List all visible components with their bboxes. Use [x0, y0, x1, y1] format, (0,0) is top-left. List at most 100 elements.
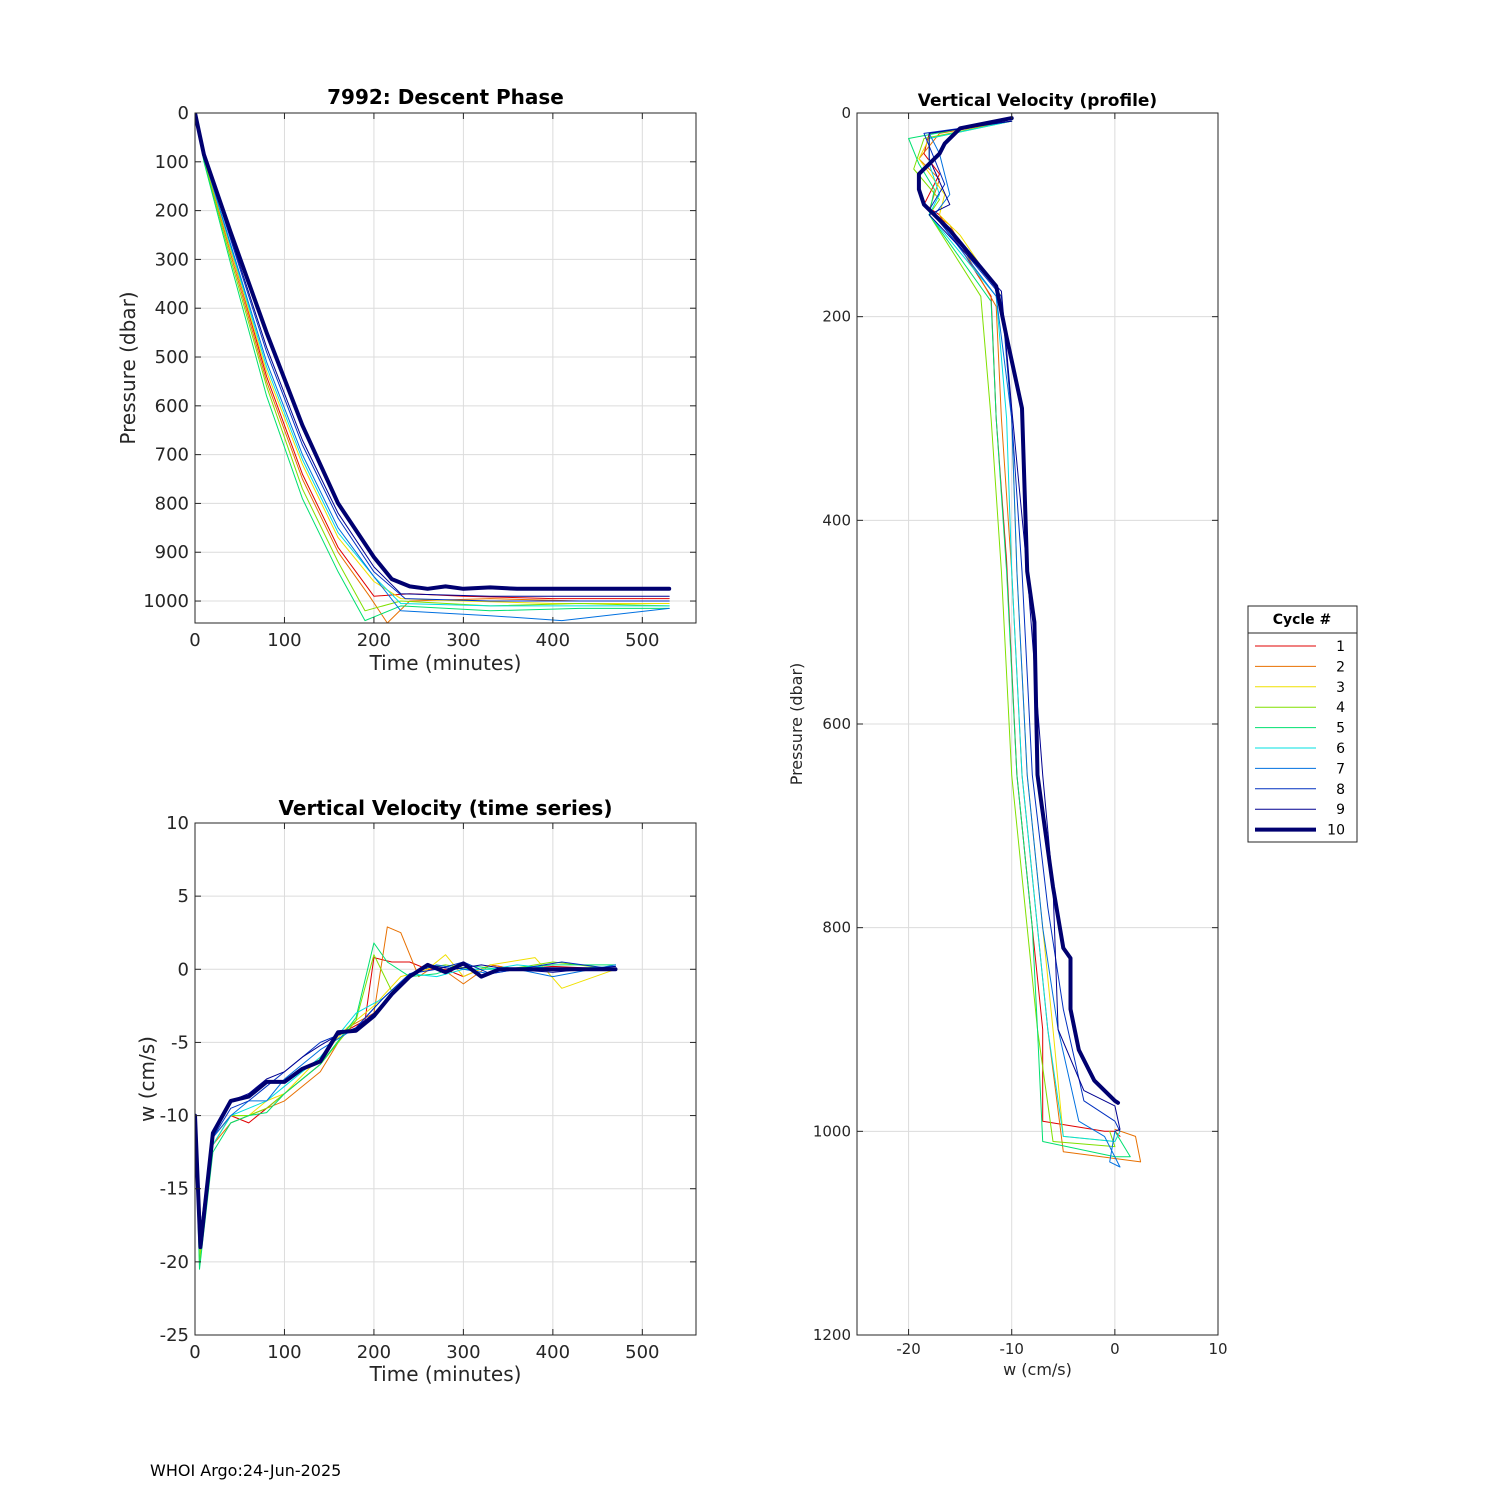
timeseries-ytick-0: 10 — [166, 813, 696, 834]
descent-ytick-3: 300 — [155, 249, 696, 270]
timeseries-ytick-2: 0 — [178, 959, 696, 980]
descent-ytick-label-4: 400 — [155, 298, 189, 319]
descent-phase-chart: 0 100 200 300 400 500 0 100 200 300 400 500 600 700 80… — [116, 85, 697, 675]
descent-ytick-label-1: 100 — [155, 152, 189, 173]
descent-ytick-10: 1000 — [143, 591, 696, 612]
profile-ytick-label-3: 600 — [822, 715, 851, 733]
legend-label-2: 2 — [1336, 659, 1345, 675]
descent-xtick-1: 100 — [267, 113, 302, 651]
descent-ytick-8: 800 — [155, 493, 696, 514]
legend-entry-8: 8 — [1255, 782, 1345, 798]
timeseries-ytick-5: -15 — [160, 1179, 696, 1200]
profile-xlabel: w (cm/s) — [1003, 1360, 1072, 1379]
profile-series-cycle-7 — [928, 120, 1121, 1168]
profile-ytick-2: 400 — [822, 511, 1218, 529]
descent-xtick-2: 200 — [357, 113, 391, 651]
descent-ytick-2: 200 — [155, 201, 696, 222]
legend-title: Cycle # — [1273, 612, 1332, 628]
profile-xtick-0: -20 — [896, 113, 921, 1358]
cycle-legend: Cycle # 1 2 3 4 5 6 7 8 9 10 — [1247, 605, 1358, 843]
descent-ytick-1: 100 — [155, 152, 696, 173]
descent-ytick-7: 700 — [155, 445, 696, 466]
timeseries-xtick-label-2: 200 — [357, 1342, 391, 1363]
timeseries-ytick-label-3: -5 — [171, 1032, 189, 1053]
timeseries-series-lines — [195, 926, 618, 1270]
legend-label-10: 10 — [1327, 823, 1345, 839]
timeseries-ytick-3: -5 — [171, 1032, 696, 1053]
timeseries-xtick-2: 200 — [357, 823, 391, 1363]
profile-xtick-label-2: 0 — [1110, 1340, 1120, 1358]
timeseries-xtick-label-4: 400 — [536, 1342, 570, 1363]
legend-entry-7: 7 — [1255, 761, 1345, 777]
descent-series-lines — [195, 113, 672, 623]
descent-series-cycle-4 — [195, 113, 670, 612]
profile-ytick-3: 600 — [822, 715, 1218, 733]
timeseries-xtick-label-0: 0 — [189, 1342, 200, 1363]
legend-label-6: 6 — [1336, 741, 1345, 757]
descent-grid — [194, 112, 696, 623]
timeseries-xtick-0: 0 — [189, 823, 201, 1363]
descent-ytick-label-7: 700 — [155, 445, 189, 466]
profile-ytick-label-2: 400 — [822, 511, 851, 529]
timeseries-xtick-5: 500 — [625, 823, 660, 1363]
descent-ytick-label-5: 500 — [155, 347, 189, 368]
legend-entry-4: 4 — [1255, 700, 1345, 716]
timeseries-ytick-7: -25 — [160, 1325, 696, 1346]
descent-ytick-4: 400 — [155, 298, 696, 319]
legend-label-5: 5 — [1336, 721, 1345, 737]
profile-xtick-label-1: -10 — [999, 1340, 1024, 1358]
descent-xtick-label-0: 0 — [189, 630, 200, 651]
legend-label-1: 1 — [1336, 639, 1345, 655]
descent-xtick-3: 300 — [446, 113, 481, 651]
descent-ytick-5: 500 — [155, 347, 696, 368]
legend-label-4: 4 — [1336, 700, 1345, 716]
descent-axes-frame — [194, 112, 697, 624]
profile-xtick-3: 10 — [1208, 113, 1228, 1358]
legend-box — [1247, 605, 1358, 843]
legend-label-3: 3 — [1336, 680, 1345, 696]
legend-entries: 1 2 3 4 5 6 7 8 9 10 — [1255, 639, 1345, 839]
descent-series-cycle-10 — [195, 113, 672, 591]
descent-ytick-label-9: 900 — [155, 542, 189, 563]
timeseries-ytick-6: -20 — [160, 1252, 696, 1273]
legend-entry-5: 5 — [1255, 721, 1345, 737]
descent-ytick-6: 600 — [155, 396, 696, 417]
timeseries-ytick-label-1: 5 — [178, 886, 189, 907]
profile-ytick-label-5: 1000 — [813, 1122, 851, 1140]
profile-ylabel: Pressure (dbar) — [787, 663, 806, 786]
timeseries-xtick-3: 300 — [446, 823, 481, 1363]
descent-ticks: 0 100 200 300 400 500 0 100 200 300 400 500 600 700 80… — [143, 103, 696, 651]
legend-entry-2: 2 — [1255, 659, 1345, 675]
descent-ylabel: Pressure (dbar) — [116, 291, 140, 444]
profile-ytick-6: 1200 — [813, 1326, 1218, 1344]
timeseries-axes-frame — [194, 822, 697, 1336]
timeseries-ticks: 0 100 200 300 400 500 10 5 0 -5 -10 -15 -20 -25 — [160, 813, 696, 1363]
legend-entry-3: 3 — [1255, 680, 1345, 696]
profile-ytick-label-6: 1200 — [813, 1326, 851, 1344]
profile-xtick-1: -10 — [999, 113, 1024, 1358]
timeseries-ytick-4: -10 — [160, 1106, 696, 1127]
descent-ytick-label-3: 300 — [155, 249, 189, 270]
profile-series-cycle-6 — [928, 120, 1121, 1142]
timeseries-series-cycle-10 — [195, 961, 618, 1250]
timeseries-xlabel: Time (minutes) — [369, 1362, 522, 1386]
legend-entry-1: 1 — [1255, 639, 1345, 655]
profile-ytick-4: 800 — [822, 919, 1218, 937]
legend-label-7: 7 — [1336, 761, 1345, 777]
timeseries-xtick-label-3: 300 — [446, 1342, 480, 1363]
timeseries-ylabel: w (cm/s) — [135, 1036, 159, 1122]
timeseries-xtick-4: 400 — [536, 823, 570, 1363]
descent-xtick-label-3: 300 — [446, 630, 480, 651]
descent-xtick-label-4: 400 — [536, 630, 570, 651]
timeseries-ytick-label-6: -20 — [160, 1252, 189, 1273]
profile-ytick-label-4: 800 — [822, 919, 851, 937]
descent-ytick-label-8: 800 — [155, 493, 189, 514]
profile-ytick-label-0: 0 — [841, 104, 851, 122]
profile-ytick-0: 0 — [841, 104, 1218, 122]
profile-ytick-5: 1000 — [813, 1122, 1218, 1140]
descent-ytick-label-10: 1000 — [143, 591, 189, 612]
profile-xtick-label-0: -20 — [896, 1340, 921, 1358]
descent-xtick-label-1: 100 — [267, 630, 301, 651]
